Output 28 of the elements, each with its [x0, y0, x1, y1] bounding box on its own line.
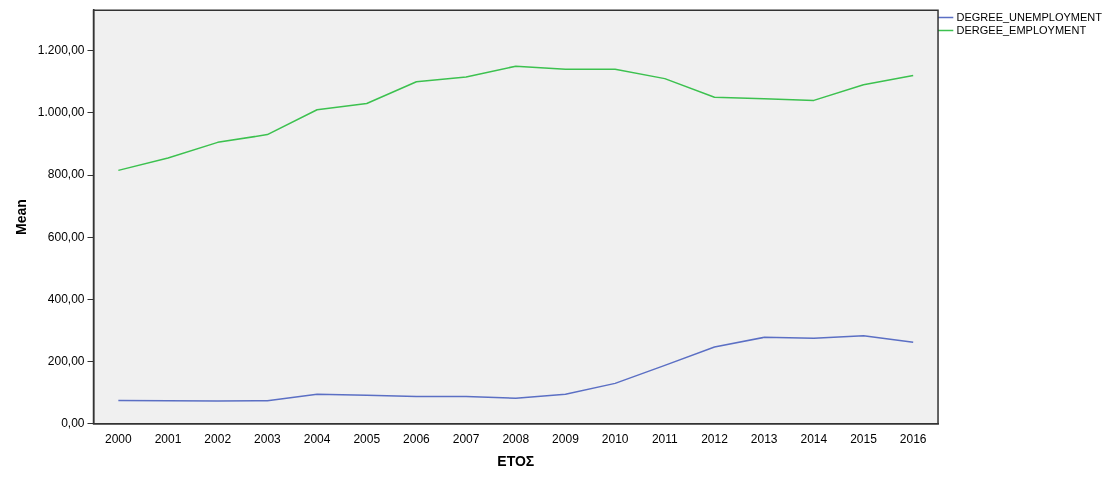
legend-label: DERGEE_EMPLOYMENT [956, 23, 1087, 36]
y-tick-label: 1.200,00 [37, 42, 85, 57]
x-tick-label: 2006 [403, 432, 431, 447]
x-tick-label: 2015 [850, 432, 878, 447]
y-tick-label: 200,00 [47, 353, 85, 368]
x-tick-label: 2013 [750, 432, 778, 447]
y-tick-label: 400,00 [47, 291, 85, 306]
x-tick-label: 2001 [154, 432, 182, 447]
x-tick-label: 2005 [353, 432, 381, 447]
y-tick-label: 0,00 [61, 416, 85, 431]
y-axis-title: Mean [13, 199, 30, 235]
x-tick-label: 2011 [651, 432, 679, 447]
y-tick-label: 600,00 [47, 229, 85, 244]
x-axis-title: ΕΤΟΣ [497, 453, 535, 470]
x-tick-label: 2008 [502, 432, 530, 447]
x-tick-label: 2010 [601, 432, 629, 447]
legend-label: DEGREE_UNEMPLOYMENT [956, 10, 1103, 23]
x-tick-label: 2004 [303, 432, 331, 447]
x-tick-label: 2003 [254, 432, 282, 447]
x-tick-label: 2002 [204, 432, 232, 447]
x-tick-label: 2009 [552, 432, 580, 447]
x-tick-label: 2000 [105, 432, 133, 447]
x-tick-label: 2016 [899, 432, 927, 447]
x-tick-label: 2007 [452, 432, 480, 447]
x-tick-label: 2012 [701, 432, 729, 447]
y-tick-label: 1.000,00 [37, 105, 85, 120]
x-tick-label: 2014 [800, 432, 828, 447]
y-tick-label: 800,00 [47, 167, 85, 182]
